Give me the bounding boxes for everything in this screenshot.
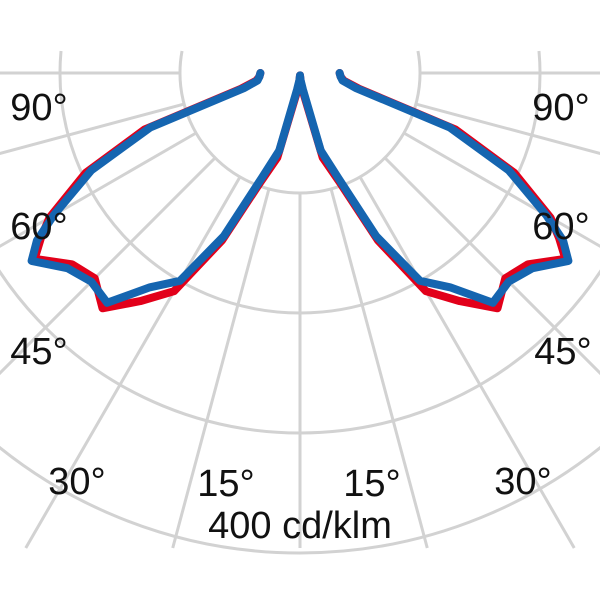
angle-label-right-15deg: 15° — [343, 463, 400, 505]
grid-radial--15 — [171, 188, 271, 549]
grid-radial-45 — [383, 156, 600, 376]
angle-label-left-15deg: 15° — [197, 463, 254, 505]
angle-label-right-60deg: 60° — [532, 206, 589, 248]
angle-label-left-60deg: 60° — [10, 206, 67, 248]
grid-radial--30 — [24, 176, 242, 549]
grid-radial-60 — [403, 131, 600, 248]
grid-radial-75 — [415, 102, 600, 155]
angle-label-right-45deg: 45° — [534, 331, 591, 373]
angle-label-left-30deg: 30° — [48, 461, 105, 503]
grid-ring-400 — [0, 445, 600, 555]
scale-caption: 400 cd/klm — [208, 505, 392, 547]
angle-labels: 90° 60° 45° 30° 15° 90° 60° 45° 30° 15° — [10, 87, 591, 505]
angle-label-right-90deg: 90° — [532, 87, 589, 129]
grid-radial-30 — [358, 176, 576, 549]
grid-radial--45 — [0, 156, 217, 376]
grid-radial--75 — [0, 102, 185, 155]
grid-radials — [0, 71, 600, 549]
grid-radial-15 — [329, 188, 429, 549]
grid-radial--60 — [0, 131, 197, 248]
angle-label-right-30deg: 30° — [494, 461, 551, 503]
angle-label-left-45deg: 45° — [10, 331, 67, 373]
intensity-curve-blue — [27, 69, 573, 307]
angle-label-left-90deg: 90° — [10, 87, 67, 129]
